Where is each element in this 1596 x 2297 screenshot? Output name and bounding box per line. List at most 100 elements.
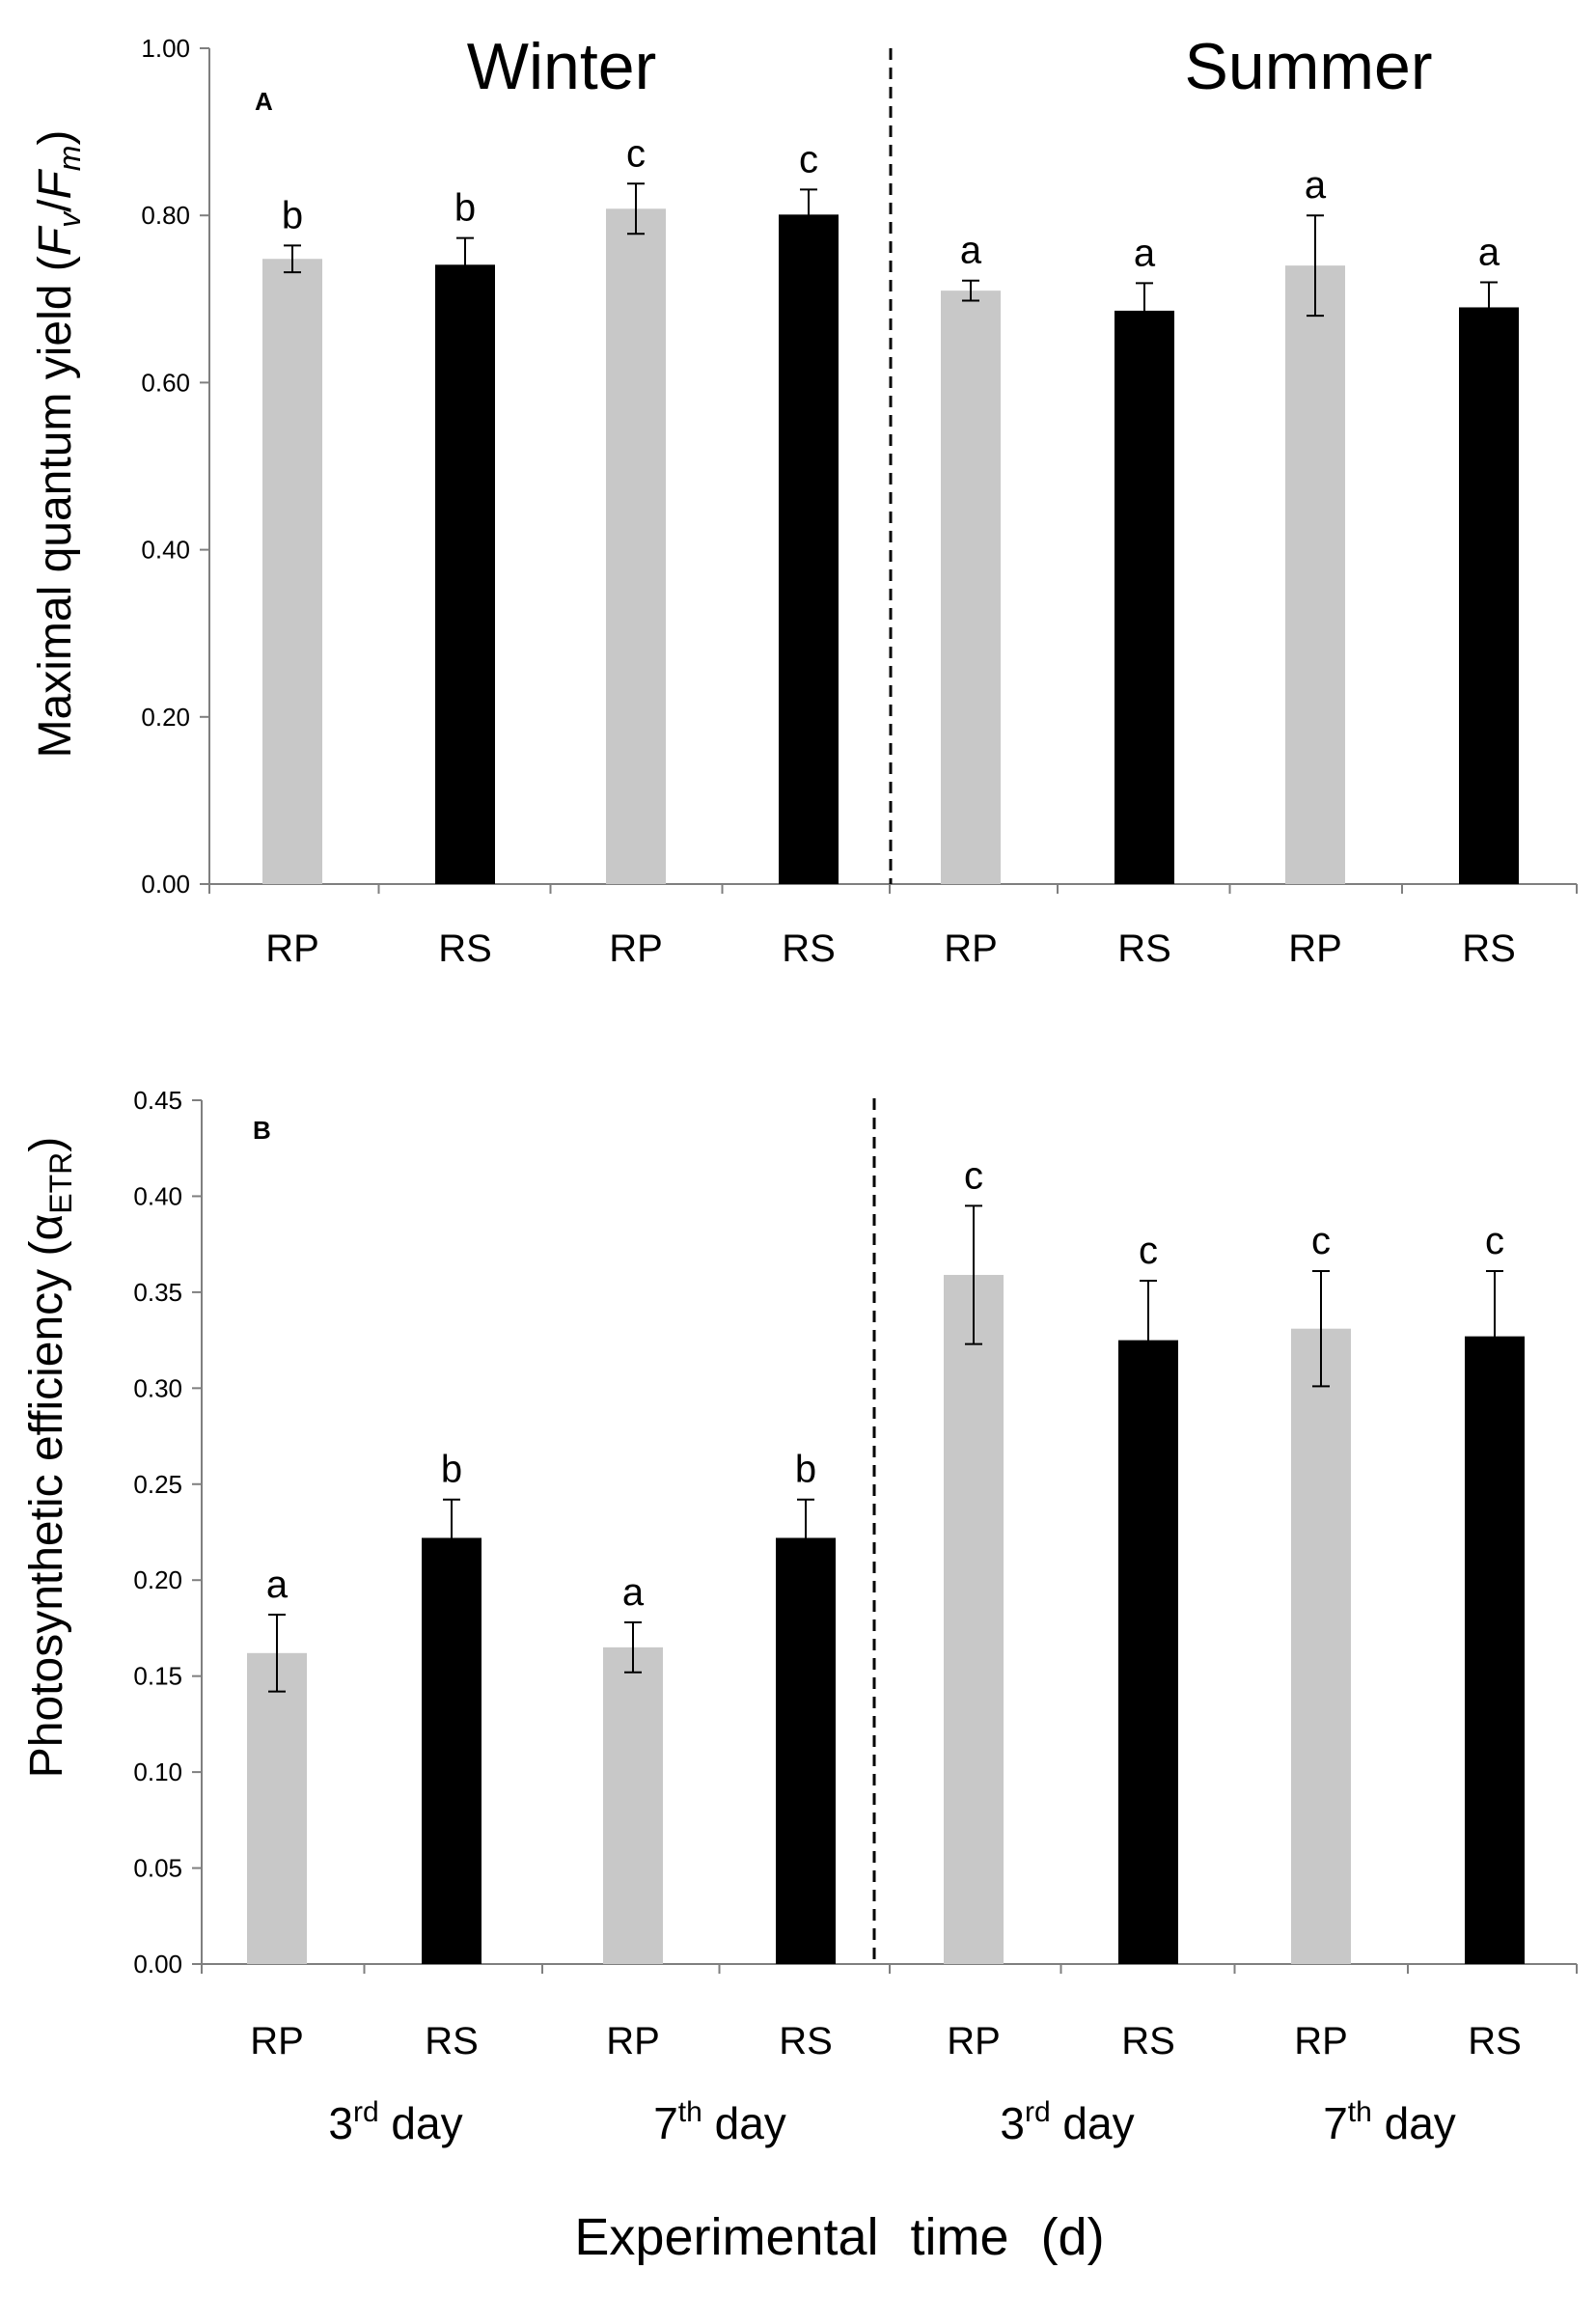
day-group-label-winter-7th: 7th day	[653, 2096, 786, 2148]
y-tick-label: 0.45	[133, 1086, 182, 1115]
significance-letter: b	[441, 1449, 462, 1491]
category-label: RP	[1294, 2020, 1348, 2062]
day-group-labels: 3rd day 7th day 3rd day 7th day	[328, 2096, 1455, 2148]
bar	[422, 1537, 482, 1964]
day-num: 3	[1000, 2098, 1025, 2148]
bar	[603, 1647, 663, 1964]
bar	[944, 1274, 1004, 1964]
significance-letter: a	[1134, 232, 1156, 274]
significance-letter: c	[964, 1154, 983, 1197]
significance-letter: a	[266, 1564, 289, 1606]
y-axis-title-b-sub: ETR	[43, 1152, 78, 1214]
category-label: RS	[779, 2020, 833, 2062]
y-tick-label: 0.20	[133, 1565, 182, 1594]
bar	[606, 208, 666, 885]
category-label: RS	[782, 927, 836, 970]
significance-letter: b	[795, 1449, 816, 1491]
category-label: RP	[1288, 927, 1342, 970]
panel-a: Winter Summer A Maximal quantum yield (F…	[30, 30, 1578, 970]
day-word: day	[1372, 2098, 1456, 2148]
panel-letter-a: A	[255, 87, 273, 116]
y-axis-title-a-f2: F	[30, 169, 81, 200]
day-sup: rd	[1025, 2096, 1051, 2128]
y-tick-label: 0.00	[133, 1950, 182, 1979]
y-tick-label: 0.40	[133, 1181, 182, 1210]
bar	[776, 1537, 836, 1964]
day-num: 7	[653, 2098, 678, 2148]
y-axis-title-a-slash: /	[30, 199, 81, 212]
significance-letter: c	[626, 132, 646, 175]
y-tick-label: 0.00	[141, 870, 190, 899]
category-label: RP	[944, 927, 998, 970]
bar	[1465, 1336, 1525, 1964]
significance-letter: c	[1485, 1220, 1504, 1262]
panel-letter-b: B	[253, 1116, 271, 1145]
season-label-summer: Summer	[1185, 30, 1433, 103]
y-tick-label: 0.05	[133, 1854, 182, 1883]
category-label: RS	[1117, 927, 1171, 970]
bar	[1118, 1340, 1178, 1964]
day-group-label-winter-3rd: 3rd day	[328, 2096, 462, 2148]
y-axis-title-a-s2: m	[52, 146, 87, 172]
y-axis-title-a-s1: v	[52, 210, 87, 228]
y-tick-label: 0.25	[133, 1470, 182, 1499]
y-axis-title-b: Photosynthetic efficiency (αETR)	[21, 1137, 78, 1778]
significance-letter: c	[1311, 1220, 1331, 1262]
day-word: day	[379, 2098, 463, 2148]
day-sup: th	[1348, 2096, 1372, 2128]
category-label: RS	[1462, 927, 1516, 970]
y-tick-label: 0.30	[133, 1373, 182, 1402]
significance-letter: a	[960, 230, 982, 272]
significance-letter: a	[1305, 164, 1327, 207]
significance-letter: b	[454, 187, 476, 230]
season-label-winter: Winter	[467, 30, 656, 103]
panel-b: B Photosynthetic efficiency (αETR) 0.00 0…	[21, 1086, 1578, 2062]
category-label: RP	[606, 2020, 660, 2062]
category-label: RS	[1468, 2020, 1522, 2062]
y-tick-label: 1.00	[141, 34, 190, 63]
category-label: RP	[265, 927, 319, 970]
y-axis-title-a: Maximal quantum yield (Fv/Fm)	[30, 130, 87, 759]
y-axis-title-a-main: Maximal quantum yield (	[30, 256, 81, 758]
day-sup: rd	[353, 2096, 379, 2128]
day-num: 3	[328, 2098, 353, 2148]
y-tick-label: 0.35	[133, 1278, 182, 1307]
y-tick-label: 0.80	[141, 201, 190, 230]
bar	[1114, 310, 1174, 884]
day-group-label-summer-3rd: 3rd day	[1000, 2096, 1134, 2148]
significance-letter: a	[622, 1571, 645, 1614]
day-group-label-summer-7th: 7th day	[1323, 2096, 1456, 2148]
bar	[247, 1652, 307, 1964]
bar	[1459, 307, 1519, 885]
day-num: 7	[1323, 2098, 1348, 2148]
y-axis-title-a-f1: F	[30, 225, 81, 256]
bar	[941, 291, 1001, 884]
day-word: day	[702, 2098, 786, 2148]
y-tick-label: 0.60	[141, 368, 190, 397]
bar	[262, 259, 322, 884]
y-axis-title-b-close: )	[21, 1137, 72, 1152]
significance-letter: b	[282, 194, 303, 236]
y-tick-label: 0.20	[141, 703, 190, 732]
day-word: day	[1051, 2098, 1135, 2148]
category-label: RP	[947, 2020, 1001, 2062]
bar	[1285, 265, 1345, 884]
y-tick-label: 0.15	[133, 1662, 182, 1691]
x-axis-title: Experimental time (d)	[574, 2208, 1104, 2266]
bar	[1291, 1328, 1351, 1964]
day-sup: th	[678, 2096, 702, 2128]
category-label: RS	[438, 927, 492, 970]
category-label: RS	[1121, 2020, 1175, 2062]
significance-letter: c	[1139, 1230, 1158, 1272]
significance-letter: c	[799, 138, 818, 180]
significance-letter: a	[1478, 231, 1500, 273]
y-tick-label: 0.10	[133, 1757, 182, 1786]
category-label: RS	[425, 2020, 479, 2062]
category-label: RP	[609, 927, 663, 970]
y-axis-title-b-main: Photosynthetic efficiency (α	[21, 1214, 72, 1778]
y-tick-label: 0.40	[141, 536, 190, 565]
bar	[779, 214, 839, 885]
bar	[435, 264, 495, 884]
y-axis-title-a-close: )	[30, 130, 81, 146]
